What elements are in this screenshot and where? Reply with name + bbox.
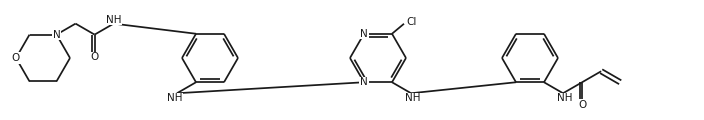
Text: NH: NH (406, 93, 421, 103)
Text: O: O (578, 100, 586, 110)
Text: O: O (91, 52, 99, 62)
Text: Cl: Cl (407, 17, 417, 27)
Text: N: N (360, 77, 368, 87)
Text: NH: NH (167, 93, 183, 103)
Text: NH: NH (558, 93, 573, 103)
Text: N: N (53, 30, 61, 40)
Text: N: N (360, 29, 368, 39)
Text: NH: NH (106, 15, 121, 25)
Text: O: O (12, 53, 20, 63)
